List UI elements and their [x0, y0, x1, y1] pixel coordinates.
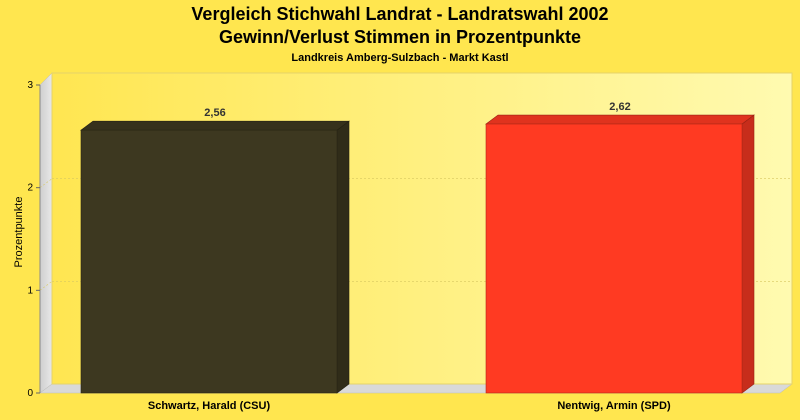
chart-subtitle: Landkreis Amberg-Sulzbach - Markt Kastl — [291, 52, 509, 64]
y-axis-label: Prozentpunkte — [13, 197, 25, 268]
bar — [485, 123, 743, 394]
data-label: 2,56 — [204, 107, 225, 119]
y-tick-label: 0 — [27, 388, 33, 399]
bar — [80, 129, 338, 394]
grid-line-diagonal — [39, 281, 53, 291]
plot-side-wall — [39, 72, 53, 394]
y-tick-label: 1 — [27, 285, 33, 296]
bars-group: 2,56 Schwartz, Harald (CSU) 2,62 Nentwig, A… — [80, 101, 755, 412]
data-label: 2,62 — [609, 101, 630, 113]
chart-title-line-1: Vergleich Stichwahl Landrat - Landratswa… — [191, 4, 609, 24]
y-axis-ticks: 0 1 2 3 — [27, 80, 40, 399]
bar-side — [336, 120, 350, 394]
chart-title: Vergleich Stichwahl Landrat - Landratswa… — [0, 3, 800, 49]
chart-title-line-2: Gewinn/Verlust Stimmen in Prozentpunkte — [218, 27, 582, 47]
y-tick-label: 3 — [27, 80, 33, 91]
bar-side — [741, 114, 755, 394]
bar-top — [485, 114, 755, 125]
grid-line-diagonal — [39, 178, 53, 188]
y-tick-label: 2 — [27, 183, 33, 194]
x-tick-label: Nentwig, Armin (SPD) — [557, 400, 671, 412]
x-tick-label: Schwartz, Harald (CSU) — [148, 400, 271, 412]
bar-top — [80, 120, 350, 131]
